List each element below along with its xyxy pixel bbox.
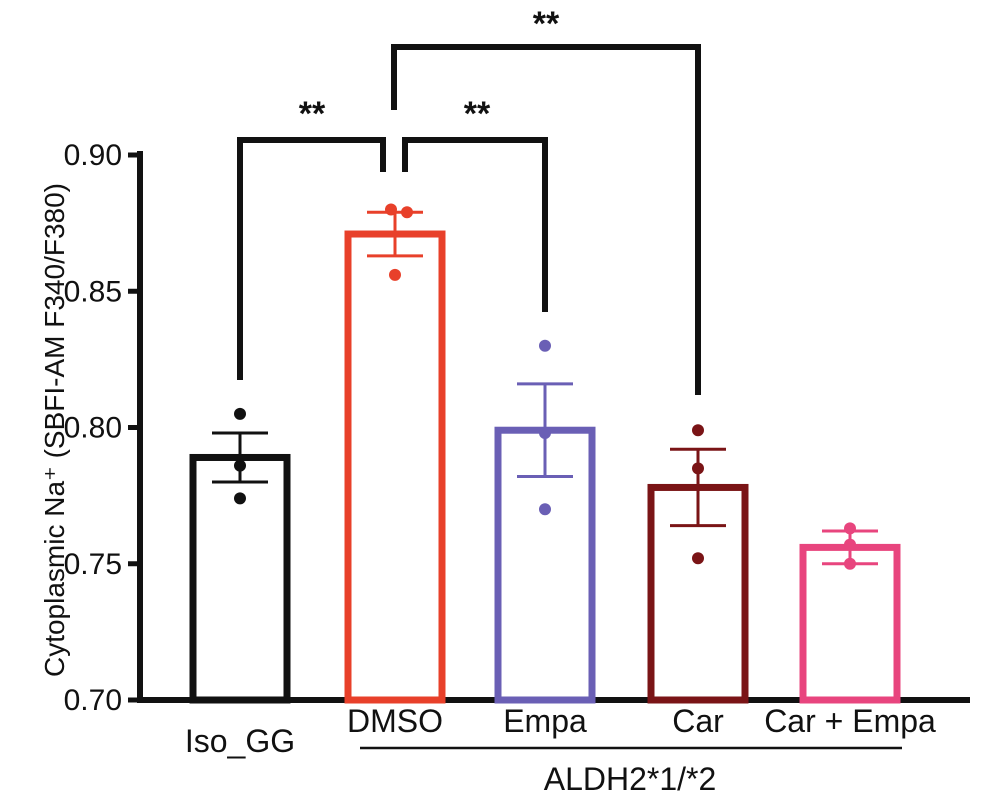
group-label: ALDH2*1/*2 (544, 761, 717, 797)
significance-bracket (237, 137, 386, 380)
y-tick-label: 0.80 (64, 412, 122, 445)
data-points (234, 203, 856, 570)
data-point (385, 203, 397, 216)
significance-bracket (391, 44, 701, 395)
x-tick-label: DMSO (347, 703, 443, 739)
y-tick-label: 0.75 (64, 548, 122, 581)
significance-label: ** (533, 5, 560, 43)
data-point (539, 426, 551, 439)
x-tick-label: Car + Empa (764, 703, 936, 739)
bar (799, 543, 901, 704)
bar (344, 230, 446, 704)
group-annotation: ALDH2*1/*2 (360, 746, 902, 797)
significance-label: ** (464, 95, 491, 133)
data-point (234, 459, 246, 472)
y-tick-label: 0.90 (64, 139, 122, 172)
y-tick-label: 0.70 (64, 684, 122, 717)
significance-brackets: ** ** ** (237, 5, 701, 395)
y-axis-label-group: Cytoplasmic Na⁺ (SBFI-AM F340/F380) (39, 183, 70, 677)
x-tick-label: Iso_GG (185, 723, 295, 759)
x-tick-label: Car (672, 703, 724, 739)
data-point (234, 492, 246, 505)
data-point (692, 552, 704, 565)
data-point (539, 339, 551, 352)
data-point (539, 503, 551, 516)
y-axis-label: Cytoplasmic Na⁺ (SBFI-AM F340/F380) (39, 183, 70, 677)
axes (137, 151, 970, 703)
data-point (844, 538, 856, 551)
data-point (389, 268, 401, 281)
data-point (692, 424, 704, 437)
data-point (844, 522, 856, 535)
data-point (234, 407, 246, 420)
category-labels: Iso_GG DMSO Empa Car Car + Empa (185, 703, 936, 759)
significance-bracket (402, 137, 548, 312)
data-point (401, 206, 413, 219)
data-point (844, 557, 856, 570)
y-ticks: 0.70 0.75 0.80 0.85 0.90 (64, 139, 140, 717)
data-point (692, 462, 704, 475)
y-tick-label: 0.85 (64, 275, 122, 308)
significance-label: ** (299, 95, 326, 133)
x-tick-label: Empa (503, 703, 587, 739)
